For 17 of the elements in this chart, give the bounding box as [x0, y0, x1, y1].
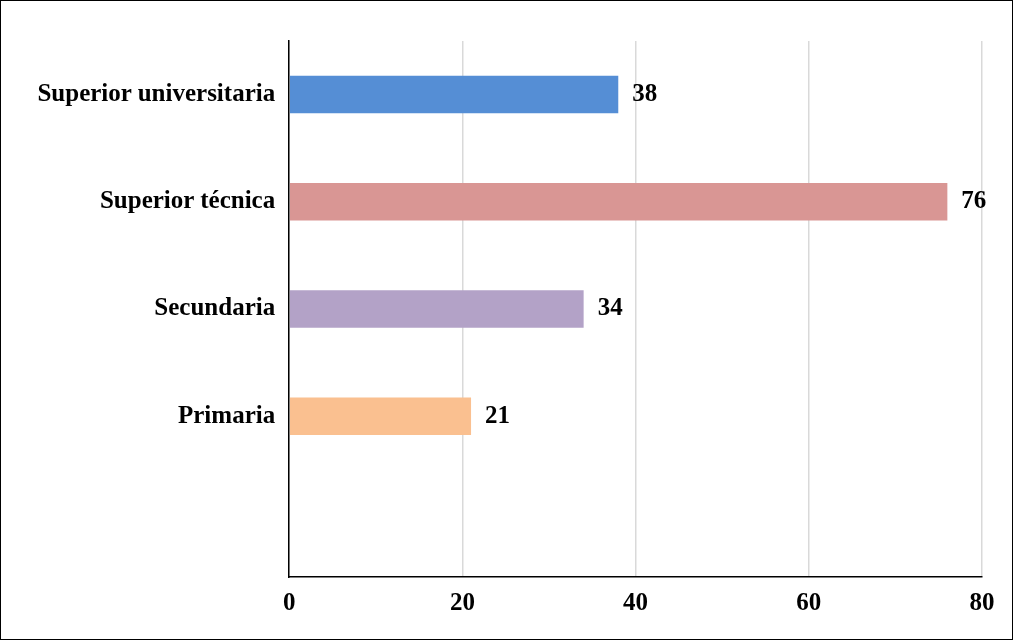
x-tick-label: 60 [796, 588, 822, 616]
data-label: 38 [632, 79, 658, 107]
bar [289, 75, 619, 114]
data-label: 21 [485, 400, 511, 428]
y-tick-label: Primaria [178, 400, 276, 428]
y-tick-label: Secundaria [154, 293, 276, 321]
y-tick-label: Superior técnica [99, 186, 276, 214]
x-tick-label: 0 [282, 588, 296, 616]
data-label: 76 [961, 186, 987, 214]
bar [289, 183, 948, 221]
bar [289, 397, 472, 435]
y-tick-label: Superior universitaria [37, 79, 276, 107]
x-tick-label: 80 [969, 588, 995, 616]
x-tick-label: 20 [449, 588, 475, 616]
data-label: 34 [597, 293, 624, 321]
bar [289, 290, 584, 328]
x-tick-label: 40 [623, 588, 649, 616]
